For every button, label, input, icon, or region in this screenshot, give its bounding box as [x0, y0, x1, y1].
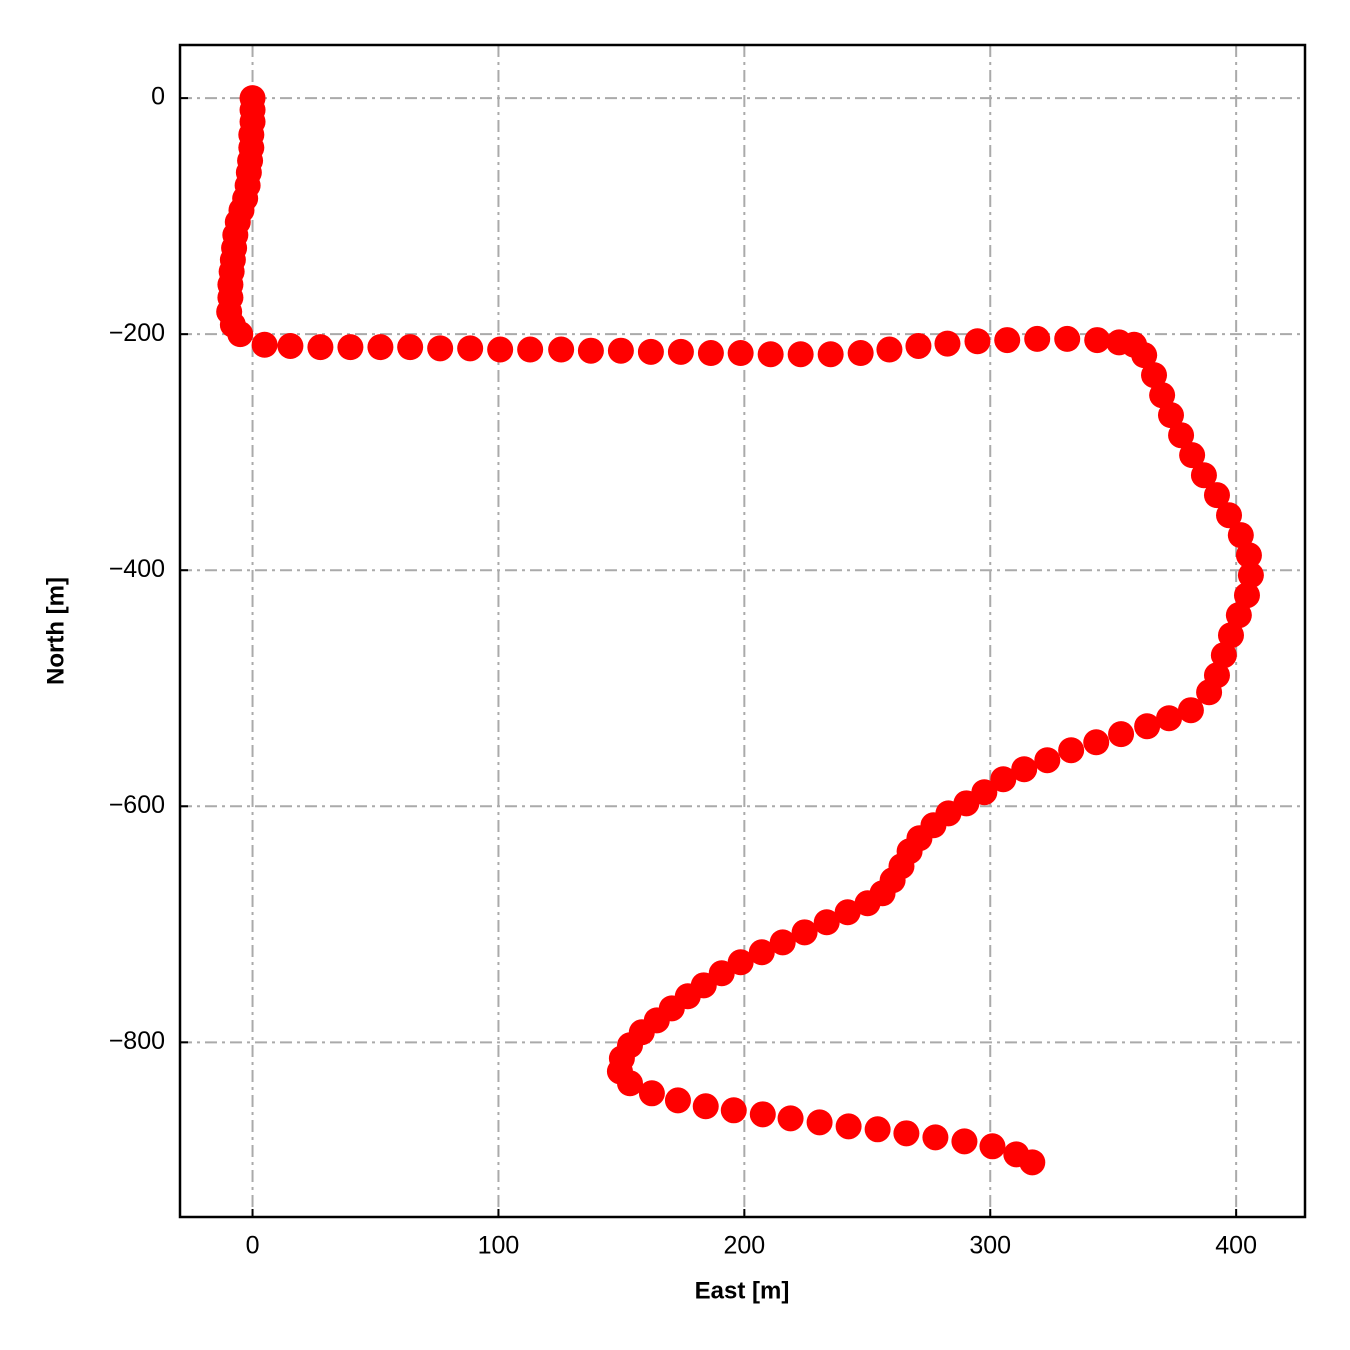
point [834, 899, 861, 926]
point [1141, 362, 1168, 389]
point [720, 1097, 747, 1124]
point [667, 338, 694, 365]
point [548, 336, 575, 363]
point [397, 334, 424, 361]
y-tick-label: −800 [109, 1027, 165, 1055]
point [1216, 502, 1243, 529]
point [817, 341, 844, 368]
point [1237, 562, 1264, 589]
point [727, 340, 754, 367]
y-tick-label: −600 [109, 791, 165, 819]
point [307, 334, 334, 361]
point [876, 336, 903, 363]
point [1149, 382, 1176, 409]
point [1203, 482, 1230, 509]
point [1235, 542, 1262, 569]
point [277, 332, 304, 359]
point [1054, 325, 1081, 352]
point [1157, 402, 1184, 429]
y-axis-label: North [m] [42, 577, 69, 685]
point [979, 1133, 1006, 1160]
plot-frame [178, 43, 1307, 1219]
point [769, 929, 796, 956]
point [1083, 729, 1110, 756]
point [251, 331, 278, 358]
y-tick-label: 0 [151, 83, 165, 111]
point [847, 340, 874, 367]
point [806, 1109, 833, 1136]
point [1156, 705, 1183, 732]
point [1225, 602, 1252, 629]
point [964, 328, 991, 355]
point [1024, 325, 1051, 352]
point [749, 1101, 776, 1128]
point [864, 1116, 891, 1143]
point [813, 909, 840, 936]
point [1011, 756, 1038, 783]
point [1179, 442, 1206, 469]
point [787, 341, 814, 368]
point [692, 1093, 719, 1120]
point [637, 338, 664, 365]
point [951, 1128, 978, 1155]
point [1131, 342, 1158, 369]
point [1168, 422, 1195, 449]
point [337, 334, 364, 361]
point [1227, 522, 1254, 549]
x-tick-label: 0 [246, 1232, 260, 1260]
point [1034, 747, 1061, 774]
point [517, 336, 544, 363]
point [777, 1105, 804, 1132]
point [487, 336, 514, 363]
point [1108, 721, 1135, 748]
point [1134, 713, 1161, 740]
point [457, 335, 484, 362]
point [1190, 462, 1217, 489]
point [1210, 642, 1237, 669]
y-tick-label: −400 [109, 555, 165, 583]
point [227, 321, 254, 348]
point [757, 341, 784, 368]
point [607, 337, 634, 364]
point [1084, 327, 1111, 354]
point [934, 330, 961, 357]
point [617, 1070, 643, 1097]
point [577, 337, 604, 364]
point [1019, 1149, 1046, 1176]
point [1233, 582, 1260, 609]
y-tick-label: −200 [109, 319, 165, 347]
point [727, 949, 754, 976]
point [1058, 737, 1085, 764]
point [922, 1124, 949, 1151]
x-tick-label: 100 [478, 1232, 520, 1260]
point [994, 327, 1021, 354]
point [697, 340, 724, 367]
point [748, 939, 775, 966]
x-axis-label: East [m] [695, 1277, 790, 1304]
point [905, 332, 932, 359]
point [791, 919, 818, 946]
point [664, 1087, 691, 1114]
point [367, 334, 394, 361]
point [835, 1113, 862, 1140]
point [1177, 697, 1204, 724]
point [427, 335, 454, 362]
point [638, 1080, 665, 1107]
point [854, 890, 881, 917]
x-tick-label: 200 [723, 1232, 765, 1260]
point [893, 1120, 920, 1147]
point [1217, 622, 1244, 649]
point [990, 766, 1017, 793]
point [1196, 679, 1223, 706]
x-tick-label: 300 [969, 1232, 1011, 1260]
x-tick-label: 400 [1215, 1232, 1257, 1260]
